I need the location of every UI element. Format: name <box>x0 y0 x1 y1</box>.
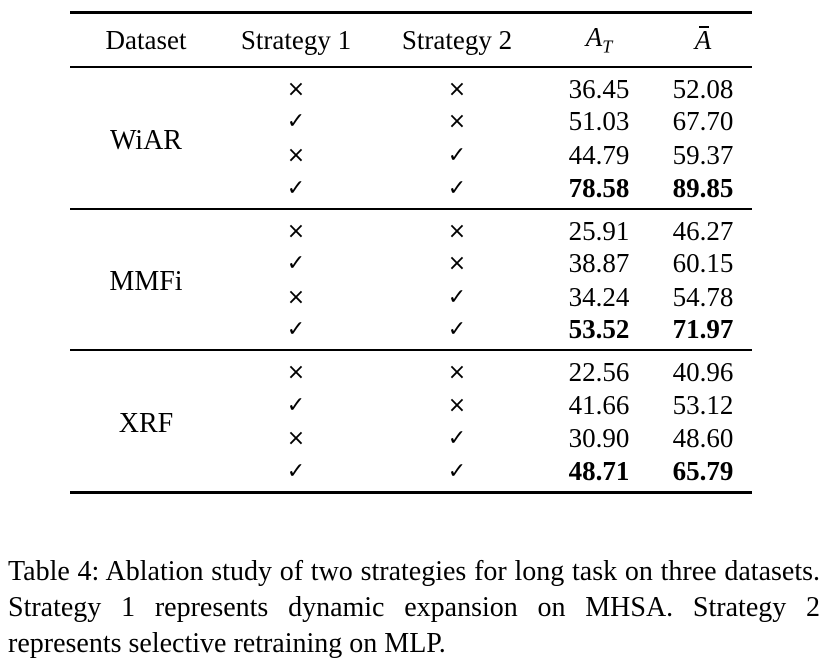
a-bar-value: 65.79 <box>672 455 734 486</box>
strategy-1-mark: ✓ <box>286 392 306 418</box>
header-a-t: AT <box>544 13 654 68</box>
header-row: Dataset Strategy 1 Strategy 2 AT A <box>70 12 752 68</box>
header-a-t-main: A <box>585 22 603 53</box>
a-t-value: 36.45 <box>568 74 630 104</box>
table-row: WiAR × × 36.45 52.08 <box>70 67 752 156</box>
strategy-1-mark: × <box>286 426 306 452</box>
overline-mark <box>698 25 710 28</box>
strategy-1-mark: × <box>286 143 306 169</box>
header-dataset: Dataset <box>105 24 187 55</box>
strategy-2-mark: × <box>447 392 467 418</box>
a-bar-value: 67.70 <box>672 106 734 137</box>
a-bar-value: 40.96 <box>672 357 734 388</box>
a-bar-value: 53.12 <box>672 389 734 420</box>
strategy-2-mark: × <box>447 360 467 386</box>
strategy-2-mark: × <box>447 250 467 276</box>
header-a-t-sub: T <box>602 36 613 57</box>
a-bar-value: 59.37 <box>672 140 734 171</box>
table-row: × ✓ 44.79 59.37 <box>70 139 752 173</box>
table-row: XRF × × 22.56 40.96 <box>70 350 752 439</box>
header-a-bar: A <box>654 13 752 68</box>
group-wiar: WiAR × × 36.45 52.08 ✓ × 51.03 67.70 × ✓ 44.79 59.37… <box>70 67 752 209</box>
table-row: ✓ × 41.66 53.12 <box>70 388 752 422</box>
strategy-2-mark: ✓ <box>447 458 467 484</box>
dataset-name: MMFi <box>109 266 183 298</box>
a-t-value: 30.90 <box>568 423 630 454</box>
a-t-value: 22.56 <box>568 357 630 388</box>
strategy-2-mark: × <box>447 218 467 244</box>
a-bar-value: 48.60 <box>672 423 734 454</box>
strategy-1-mark: × <box>286 360 306 386</box>
table-row: × ✓ 30.90 48.60 <box>70 422 752 456</box>
table-row: ✓ × 38.87 60.15 <box>70 247 752 281</box>
dataset-name: XRF <box>118 407 174 439</box>
strategy-1-mark: ✓ <box>286 458 306 484</box>
strategy-1-mark: ✓ <box>286 175 306 201</box>
strategy-1-mark: ✓ <box>286 250 306 276</box>
a-bar-value: 52.08 <box>672 74 734 104</box>
table-row: ✓ × 51.03 67.70 <box>70 105 752 139</box>
strategy-2-mark: ✓ <box>447 426 467 452</box>
a-t-value: 41.66 <box>568 389 630 420</box>
strategy-1-mark: × <box>286 218 306 244</box>
a-t-value: 53.52 <box>568 314 630 345</box>
strategy-2-mark: ✓ <box>447 143 467 169</box>
table-row: ✓ ✓ 53.52 71.97 <box>70 314 752 350</box>
strategy-2-mark: ✓ <box>447 284 467 310</box>
table-row: ✓ ✓ 78.58 89.85 <box>70 173 752 209</box>
a-t-value: 51.03 <box>568 106 630 137</box>
a-bar-value: 89.85 <box>672 172 734 203</box>
ablation-table: Dataset Strategy 1 Strategy 2 AT A WiAR ×… <box>70 11 752 494</box>
header-a-bar-letter: A <box>694 24 712 55</box>
a-bar-value: 46.27 <box>672 215 734 246</box>
table-row: MMFi × × 25.91 46.27 <box>70 209 752 298</box>
a-t-value: 44.79 <box>568 140 630 171</box>
header-strategy-1: Strategy 1 <box>240 24 352 55</box>
strategy-1-mark: ✓ <box>286 109 306 135</box>
table-row: × ✓ 34.24 54.78 <box>70 280 752 314</box>
strategy-1-mark: ✓ <box>286 317 306 343</box>
a-t-value: 25.91 <box>568 215 630 246</box>
a-t-value: 78.58 <box>568 172 630 203</box>
strategy-1-mark: × <box>286 284 306 310</box>
group-mmfi: MMFi × × 25.91 46.27 ✓ × 38.87 60.15 × ✓ 34.24 54.78… <box>70 208 752 351</box>
header-strategy-2: Strategy 2 <box>401 24 513 55</box>
table-caption: Table 4: Ablation study of two strategie… <box>8 556 820 659</box>
table-row: ✓ ✓ 48.71 65.79 <box>70 456 752 493</box>
table-header: Dataset Strategy 1 Strategy 2 AT A <box>70 12 752 68</box>
a-bar-value: 60.15 <box>672 247 734 278</box>
a-bar-value: 71.97 <box>672 314 734 345</box>
strategy-2-mark: ✓ <box>447 175 467 201</box>
a-t-value: 48.71 <box>568 455 630 486</box>
a-t-value: 34.24 <box>568 281 630 312</box>
strategy-2-mark: ✓ <box>447 317 467 343</box>
strategy-2-mark: × <box>447 109 467 135</box>
a-t-value: 38.87 <box>568 247 630 278</box>
a-bar-value: 54.78 <box>672 281 734 312</box>
strategy-2-mark: × <box>447 77 467 102</box>
dataset-name: WiAR <box>110 124 182 156</box>
group-xrf: XRF × × 22.56 40.96 ✓ × 41.66 53.12 × ✓ 30.90 48.60 ✓… <box>70 350 752 493</box>
strategy-1-mark: × <box>286 77 306 102</box>
